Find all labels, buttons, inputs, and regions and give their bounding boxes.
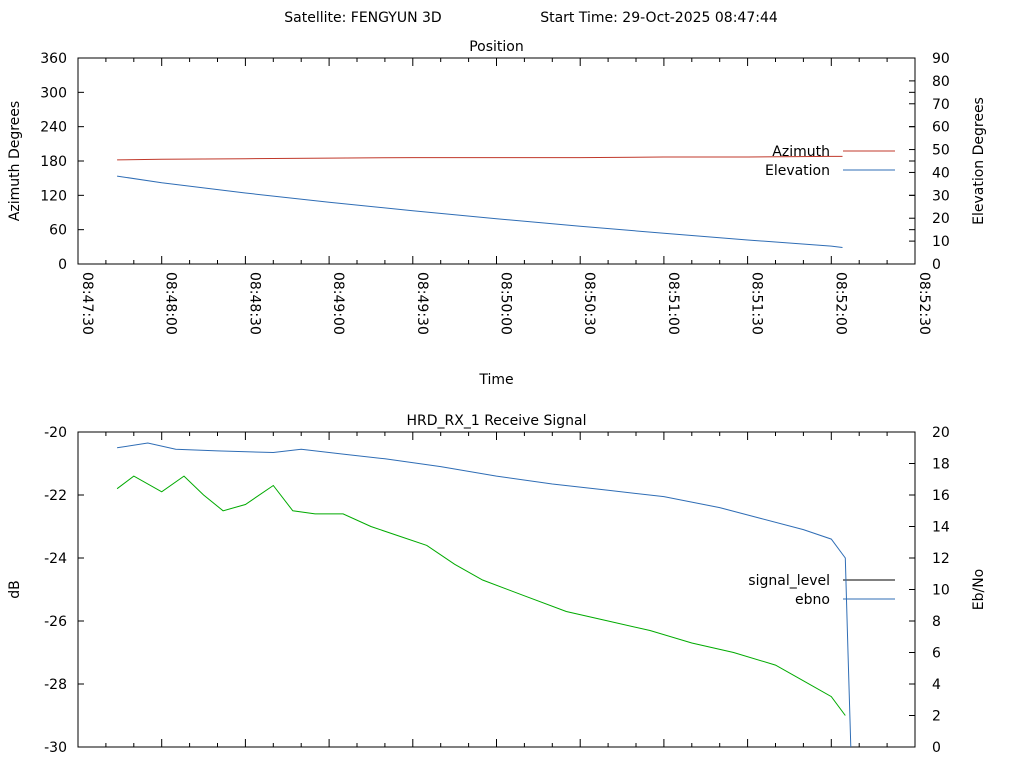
- x-tick-label: 08:48:00: [163, 272, 179, 335]
- series-line-ebno: [117, 442, 852, 748]
- y-tick-label: -20: [44, 425, 67, 441]
- x-tick-label: 08:47:30: [79, 272, 95, 335]
- y-tick-label: -28: [44, 677, 67, 693]
- y-tick-label: 300: [40, 85, 67, 101]
- y-tick-label: 120: [40, 188, 67, 204]
- legend-label-signal_level: signal_level: [748, 573, 830, 589]
- y2-tick-label: 12: [932, 551, 950, 567]
- y2-tick-label: 40: [932, 165, 950, 181]
- y2-tick-label: 0: [932, 740, 941, 756]
- header-satellite: Satellite: FENGYUN 3D: [284, 10, 441, 26]
- y-axis-label: dB: [7, 580, 23, 599]
- y2-tick-label: 90: [932, 51, 950, 67]
- y2-tick-label: 60: [932, 120, 950, 136]
- y-tick-label: 0: [58, 257, 67, 273]
- y-tick-label: -24: [44, 551, 67, 567]
- y2-tick-label: 20: [932, 425, 950, 441]
- y2-tick-label: 6: [932, 646, 941, 662]
- y2-tick-label: 14: [932, 520, 950, 536]
- y2-tick-label: 10: [932, 583, 950, 599]
- y-tick-label: -22: [44, 488, 67, 504]
- y2-tick-label: 50: [932, 143, 950, 159]
- x-axis-label: Time: [478, 372, 513, 388]
- y2-tick-label: 80: [932, 74, 950, 90]
- y-tick-label: 240: [40, 120, 67, 136]
- x-tick-label: 08:51:30: [749, 272, 765, 335]
- series-line-Elevation: [117, 175, 843, 248]
- y2-tick-label: 8: [932, 614, 941, 630]
- receive-signal-chart: HRD_RX_1 Receive Signal -30 -28 -26 -24 -22 -2…: [7, 413, 987, 756]
- y2-tick-label: 16: [932, 488, 950, 504]
- x-tick-label: 08:52:30: [916, 272, 932, 335]
- y-axis-label: Azimuth Degrees: [7, 101, 23, 221]
- legend-label-Azimuth: Azimuth: [772, 144, 830, 160]
- plot-frame: [77, 431, 916, 748]
- y-tick-label: 60: [49, 223, 67, 239]
- x-tick-label: 08:50:30: [581, 272, 597, 335]
- position-chart: Position 0 60 120 180 240 300 360 0 10 20 30 40 50 60 7…: [7, 39, 987, 388]
- plot-frame: [77, 57, 916, 265]
- y-tick-label: 360: [40, 51, 67, 67]
- x-tick-label: 08:50:00: [498, 272, 514, 335]
- chart-title: Position: [469, 39, 524, 55]
- series-line-Azimuth: [117, 155, 843, 161]
- x-tick-label: 08:49:00: [330, 272, 346, 335]
- y2-tick-label: 30: [932, 188, 950, 204]
- y-tick-label: -26: [44, 614, 67, 630]
- x-tick-label: 08:49:30: [414, 272, 430, 335]
- x-tick-label: 08:52:00: [832, 272, 848, 335]
- y2-tick-label: 20: [932, 211, 950, 227]
- header-start-time: Start Time: 29-Oct-2025 08:47:44: [540, 10, 778, 26]
- y2-tick-label: 10: [932, 234, 950, 250]
- y2-tick-label: 70: [932, 97, 950, 113]
- y-tick-label: -30: [44, 740, 67, 756]
- legend-label-Elevation: Elevation: [765, 163, 830, 179]
- y2-tick-label: 0: [932, 257, 941, 273]
- series-line-signal_level: [116, 475, 846, 716]
- y-tick-label: 180: [40, 154, 67, 170]
- y2-tick-label: 4: [932, 677, 941, 693]
- x-tick-label: 08:51:00: [665, 272, 681, 335]
- x-tick-label: 08:48:30: [246, 272, 262, 335]
- y2-axis-label: Elevation Degrees: [971, 97, 987, 225]
- chart-title: HRD_RX_1 Receive Signal: [407, 413, 587, 429]
- legend-label-ebno: ebno: [795, 592, 830, 608]
- y2-tick-label: 2: [932, 709, 941, 725]
- y2-tick-label: 18: [932, 457, 950, 473]
- y2-axis-label: Eb/No: [971, 569, 987, 611]
